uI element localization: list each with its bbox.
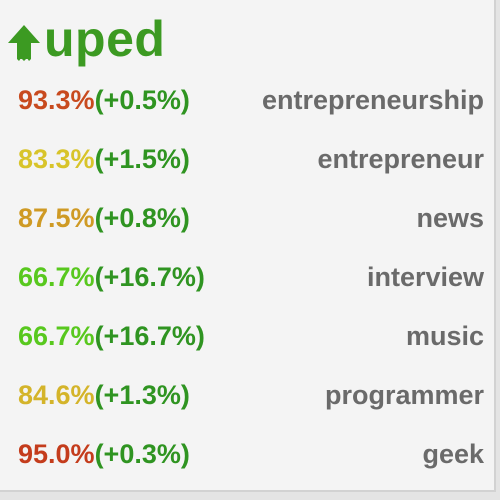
tag-link[interactable]: music bbox=[405, 321, 484, 351]
tag-link[interactable]: programmer bbox=[324, 380, 484, 410]
score-percent: 87.5% bbox=[18, 203, 95, 233]
score-percent: 66.7% bbox=[18, 321, 95, 351]
score-delta: (+0.3%) bbox=[94, 439, 190, 469]
tag-link[interactable]: entrepreneur bbox=[317, 144, 484, 174]
tag-row[interactable]: 66.7%(+16.7%) interview bbox=[0, 257, 496, 297]
tag-row[interactable]: 87.5%(+0.8%) news bbox=[0, 198, 496, 238]
score-delta: (+0.5%) bbox=[94, 85, 190, 115]
score-delta: (+16.7%) bbox=[94, 262, 205, 292]
tag-link[interactable]: news bbox=[416, 203, 484, 233]
score-text: 84.6%(+1.3%) bbox=[18, 375, 190, 415]
tag-row[interactable]: 84.6%(+1.3%) programmer bbox=[0, 375, 496, 415]
score-delta: (+1.3%) bbox=[94, 380, 190, 410]
widget-header: uped bbox=[6, 14, 165, 70]
score-percent: 83.3% bbox=[18, 144, 95, 174]
score-text: 87.5%(+0.8%) bbox=[18, 198, 190, 238]
brand-name[interactable]: uped bbox=[44, 11, 166, 67]
uped-widget: uped 93.3%(+0.5%) entrepreneurship 83.3%… bbox=[0, 0, 496, 492]
score-percent: 95.0% bbox=[18, 439, 95, 469]
tag-row[interactable]: 83.3%(+1.5%) entrepreneur bbox=[0, 139, 496, 179]
score-delta: (+1.5%) bbox=[94, 144, 190, 174]
upvote-arrow-icon bbox=[8, 25, 40, 61]
score-percent: 66.7% bbox=[18, 262, 95, 292]
tag-link[interactable]: geek bbox=[422, 439, 484, 469]
score-text: 66.7%(+16.7%) bbox=[18, 316, 205, 356]
tag-link[interactable]: entrepreneurship bbox=[261, 85, 484, 115]
tag-link[interactable]: interview bbox=[366, 262, 484, 292]
tag-row[interactable]: 66.7%(+16.7%) music bbox=[0, 316, 496, 356]
score-text: 95.0%(+0.3%) bbox=[18, 434, 190, 474]
score-text: 83.3%(+1.5%) bbox=[18, 139, 190, 179]
tag-row[interactable]: 93.3%(+0.5%) entrepreneurship bbox=[0, 80, 496, 120]
score-delta: (+16.7%) bbox=[94, 321, 205, 351]
score-text: 93.3%(+0.5%) bbox=[18, 80, 190, 120]
score-percent: 93.3% bbox=[18, 85, 95, 115]
score-percent: 84.6% bbox=[18, 380, 95, 410]
score-delta: (+0.8%) bbox=[94, 203, 190, 233]
score-text: 66.7%(+16.7%) bbox=[18, 257, 205, 297]
tag-row[interactable]: 95.0%(+0.3%) geek bbox=[0, 434, 496, 474]
